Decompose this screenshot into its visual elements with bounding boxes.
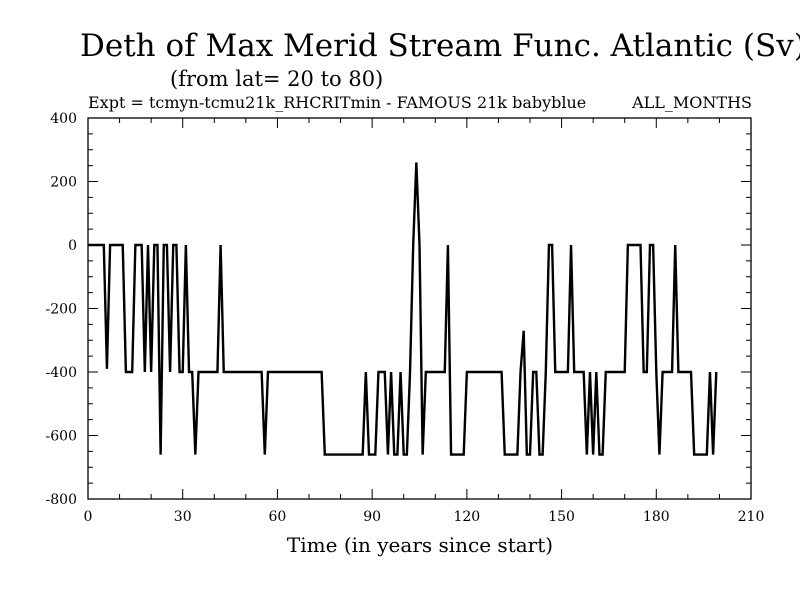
y-tick-label: -600 bbox=[46, 429, 77, 445]
series-line bbox=[88, 162, 718, 456]
chart-subtitle: (from lat= 20 to 80) bbox=[170, 67, 383, 91]
plot-frame bbox=[87, 117, 752, 500]
x-tick-label: 120 bbox=[453, 509, 480, 525]
x-axis-label: Time (in years since start) bbox=[287, 533, 553, 557]
y-tick-label: -800 bbox=[46, 492, 77, 508]
axis-ticks bbox=[87, 117, 752, 500]
chart-title: Deth of Max Merid Stream Func. Atlantic … bbox=[80, 28, 800, 64]
x-tick-label: 180 bbox=[643, 509, 670, 525]
y-tick-label: 200 bbox=[50, 175, 77, 191]
period-caption: ALL_MONTHS bbox=[631, 93, 752, 112]
y-tick-label: -400 bbox=[46, 365, 77, 381]
y-tick-label: 400 bbox=[50, 111, 77, 127]
y-tick-label: 0 bbox=[68, 238, 77, 254]
tick-labels: 0 30 60 90 120 150 180 210 -800 -600 -400 -200 0 200 4… bbox=[46, 111, 765, 525]
x-tick-label: 150 bbox=[548, 509, 575, 525]
x-tick-label: 30 bbox=[174, 509, 192, 525]
x-tick-label: 90 bbox=[363, 509, 381, 525]
x-tick-label: 0 bbox=[84, 509, 93, 525]
x-tick-label: 210 bbox=[738, 509, 765, 525]
y-tick-label: -200 bbox=[46, 302, 77, 318]
experiment-caption: Expt = tcmyn-tcmu21k_RHCRITmin - FAMOUS … bbox=[88, 93, 586, 112]
x-tick-label: 60 bbox=[269, 509, 287, 525]
